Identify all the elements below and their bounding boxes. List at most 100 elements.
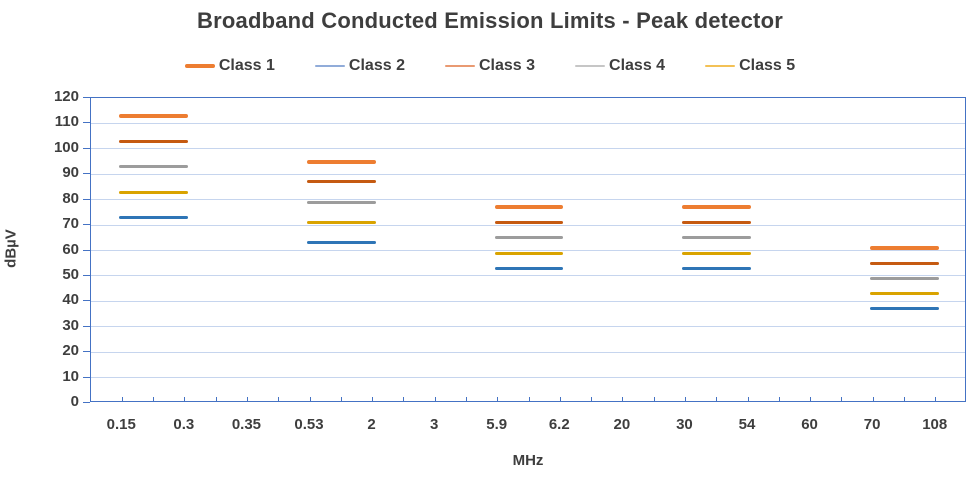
y-axis-label: 50 (62, 265, 79, 283)
y-axis-tick (83, 198, 90, 200)
series-segment (870, 307, 939, 311)
y-axis-label: 80 (62, 189, 79, 207)
chart-legend: Class 1 Class 2 Class 3 Class 4 Class 5 (0, 57, 980, 75)
x-axis-label: 30 (676, 416, 693, 433)
y-axis-label: 120 (53, 88, 79, 105)
x-axis-label: 0.3 (173, 416, 195, 433)
series-segment (494, 251, 564, 255)
series-segment (870, 276, 939, 280)
series-segment (119, 215, 188, 219)
y-axis-label: 70 (62, 215, 79, 233)
x-axis-tick (497, 397, 499, 401)
series-segment (682, 266, 751, 270)
x-axis-tick (434, 397, 436, 401)
x-axis-label: 20 (613, 416, 631, 433)
y-axis-label: 100 (53, 138, 79, 156)
gridline (91, 250, 965, 251)
series-segment (682, 236, 751, 240)
gridline (91, 199, 965, 201)
x-axis-tick (309, 397, 311, 401)
legend-line-swatch-icon (314, 65, 345, 67)
x-axis-label: 108 (922, 416, 948, 433)
y-axis-tick (83, 122, 90, 124)
y-axis-label: 40 (62, 291, 79, 309)
x-axis-tick (841, 397, 843, 401)
x-axis-label: 0.15 (106, 416, 136, 433)
x-axis-tick (684, 397, 686, 401)
x-axis-label: 3 (429, 416, 439, 433)
series-segment (307, 200, 376, 204)
x-axis-tick (215, 397, 217, 401)
x-axis-tick (810, 397, 812, 401)
legend-line-swatch-icon (444, 65, 475, 67)
y-axis-label: 60 (62, 240, 79, 258)
series-segment (682, 251, 751, 255)
legend-item: Class 5 (705, 57, 795, 75)
gridline (91, 224, 965, 226)
x-axis-tick (372, 397, 374, 401)
legend-line-swatch-icon (184, 64, 215, 68)
x-axis-tick (716, 397, 718, 401)
y-axis-tick (83, 402, 90, 403)
x-axis-tick (246, 397, 248, 401)
gridline (91, 173, 965, 175)
series-segment (119, 190, 188, 194)
gridline (91, 326, 965, 328)
y-axis-tick (83, 147, 90, 149)
x-axis-tick (184, 397, 186, 401)
series-segment (307, 221, 376, 225)
x-axis-tick (528, 397, 530, 401)
x-axis-tick (622, 397, 624, 401)
gridline (91, 122, 965, 124)
series-segment (119, 113, 188, 118)
gridline (91, 275, 965, 277)
x-axis-tick (872, 397, 874, 401)
x-axis-label: 2 (367, 416, 376, 433)
legend-label: Class 2 (348, 57, 405, 74)
x-axis-tick (153, 397, 155, 401)
legend-label: Class 3 (478, 57, 536, 74)
gridline (91, 351, 965, 353)
x-axis-tick (903, 397, 905, 401)
series-segment (494, 205, 564, 210)
gridline (91, 377, 965, 379)
y-axis-tick (83, 173, 90, 175)
y-axis-tick (83, 249, 90, 251)
x-axis-tick (653, 397, 655, 401)
y-axis-tick (83, 300, 90, 302)
y-axis-label: 0 (70, 393, 79, 410)
x-axis-title: MHz (512, 452, 544, 469)
y-axis-label: 20 (62, 342, 79, 360)
series-segment (494, 236, 564, 240)
series-segment (870, 292, 939, 296)
legend-item: Class 1 (184, 57, 275, 75)
series-segment (119, 139, 188, 143)
y-axis-tick (83, 351, 90, 353)
x-axis-tick (591, 397, 593, 401)
plot-area (90, 97, 966, 402)
y-axis-label: 110 (54, 113, 79, 131)
x-axis-label: 5.9 (486, 416, 508, 433)
x-axis-tick (340, 397, 342, 401)
y-axis-tick (83, 376, 90, 378)
x-axis-label: 0.35 (231, 416, 262, 433)
series-segment (682, 221, 751, 225)
x-axis-label: 0.53 (294, 416, 324, 433)
series-segment (494, 221, 564, 225)
series-segment (870, 245, 939, 250)
x-axis-tick (747, 397, 749, 401)
series-segment (307, 159, 376, 164)
legend-line-swatch-icon (705, 65, 736, 67)
legend-item: Class 2 (314, 57, 405, 75)
legend-line-swatch-icon (575, 65, 606, 67)
chart-title: Broadband Conducted Emission Limits - Pe… (197, 8, 783, 33)
legend-label: Class 4 (609, 57, 666, 74)
x-axis-label: 6.2 (548, 416, 570, 433)
series-segment (307, 180, 376, 184)
gridline (91, 148, 965, 150)
series-segment (870, 261, 939, 265)
series-segment (494, 266, 564, 270)
y-axis-label: 90 (62, 164, 79, 182)
y-axis-tick (83, 224, 90, 226)
